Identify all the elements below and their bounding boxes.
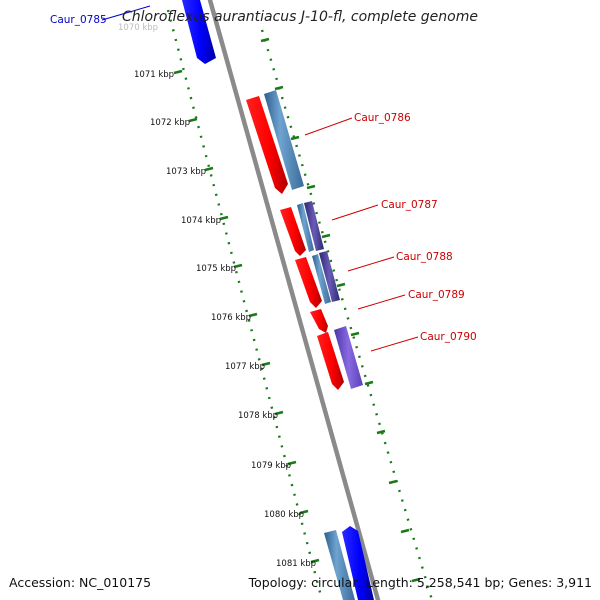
- ring-tick: [290, 135, 300, 141]
- kbp-tick-label: 1071 kbp: [134, 70, 174, 80]
- gene-label-caur-0787[interactable]: Caur_0787: [381, 199, 438, 211]
- kbp-tick-label: 1073 kbp: [166, 167, 206, 177]
- genome-title: Chloroflexus aurantiacus J-10-fl, comple…: [122, 9, 478, 25]
- genome-backbone: [207, 0, 381, 600]
- outer-ring-dots: [166, 9, 434, 600]
- ring-tick: [287, 460, 297, 466]
- kbp-tick-label: 1072 kbp: [150, 118, 190, 128]
- gene-label-caur-0790[interactable]: Caur_0790: [420, 331, 477, 343]
- cds-caur-0788[interactable]: [295, 251, 340, 308]
- gene-features: [182, 0, 374, 600]
- gene-label-caur-0786[interactable]: Caur_0786: [354, 112, 411, 124]
- cds-caur-0785[interactable]: [182, 0, 216, 64]
- kbp-tick-label-faded: 1070 kbp: [118, 23, 158, 33]
- gene-label-caur-0789[interactable]: Caur_0789: [408, 289, 465, 301]
- ring-tick: [376, 429, 386, 435]
- ring-tick: [233, 263, 243, 269]
- gene-labels: Caur_0785 Caur_0786 Caur_0787 Caur_0788 …: [50, 14, 477, 343]
- kbp-tick-label: 1074 kbp: [181, 216, 221, 226]
- cds-caur-0787[interactable]: [280, 201, 324, 256]
- ring-tick: [261, 361, 271, 367]
- genome-summary-text: Topology: circular; Length: 5,258,541 bp…: [248, 575, 592, 590]
- ring-tick: [248, 312, 258, 318]
- ring-tick: [321, 233, 331, 239]
- cds-bottom-steelblue[interactable]: [324, 530, 355, 600]
- ring-tick: [260, 37, 270, 43]
- ring-tick: [274, 85, 284, 91]
- kbp-tick-label: 1078 kbp: [238, 411, 278, 421]
- ring-tick: [204, 166, 214, 172]
- kbp-tick-label: 1080 kbp: [264, 510, 304, 520]
- cds-bottom-blue[interactable]: [342, 526, 374, 600]
- gene-label-caur-0785[interactable]: Caur_0785: [50, 14, 107, 26]
- kbp-tick-label: 1077 kbp: [225, 362, 265, 372]
- ring-tick: [219, 215, 229, 221]
- kbp-tick-label: 1075 kbp: [196, 264, 236, 274]
- kbp-tick-label: 1079 kbp: [251, 461, 291, 471]
- ring-tick: [350, 331, 360, 337]
- ring-tick: [310, 558, 320, 564]
- ring-tick: [336, 282, 346, 288]
- gene-leader-lines: [101, 5, 419, 352]
- cds-caur-0786[interactable]: [246, 90, 304, 194]
- ring-tick: [400, 528, 410, 534]
- ring-ticks: [173, 37, 421, 583]
- accession-text: Accession: NC_010175: [9, 575, 152, 590]
- ring-tick: [364, 380, 374, 386]
- ring-tick: [173, 69, 183, 75]
- kbp-tick-label: 1081 kbp: [276, 559, 316, 569]
- ring-tick: [306, 184, 316, 190]
- gene-label-caur-0788[interactable]: Caur_0788: [396, 251, 453, 263]
- kbp-tick-label: 1070 kbp: [118, 23, 158, 33]
- cds-caur-0790[interactable]: [317, 326, 363, 390]
- kbp-tick-labels: 1071 kbp 1072 kbp 1073 kbp 1074 kbp 1075 kbp…: [134, 70, 316, 569]
- ring-tick: [411, 577, 421, 583]
- kbp-tick-label: 1076 kbp: [211, 313, 251, 323]
- ring-tick: [388, 479, 398, 485]
- ring-tick: [299, 509, 309, 515]
- ring-tick: [274, 410, 284, 416]
- cds-caur-0789[interactable]: [310, 309, 328, 333]
- ring-tick: [188, 117, 198, 123]
